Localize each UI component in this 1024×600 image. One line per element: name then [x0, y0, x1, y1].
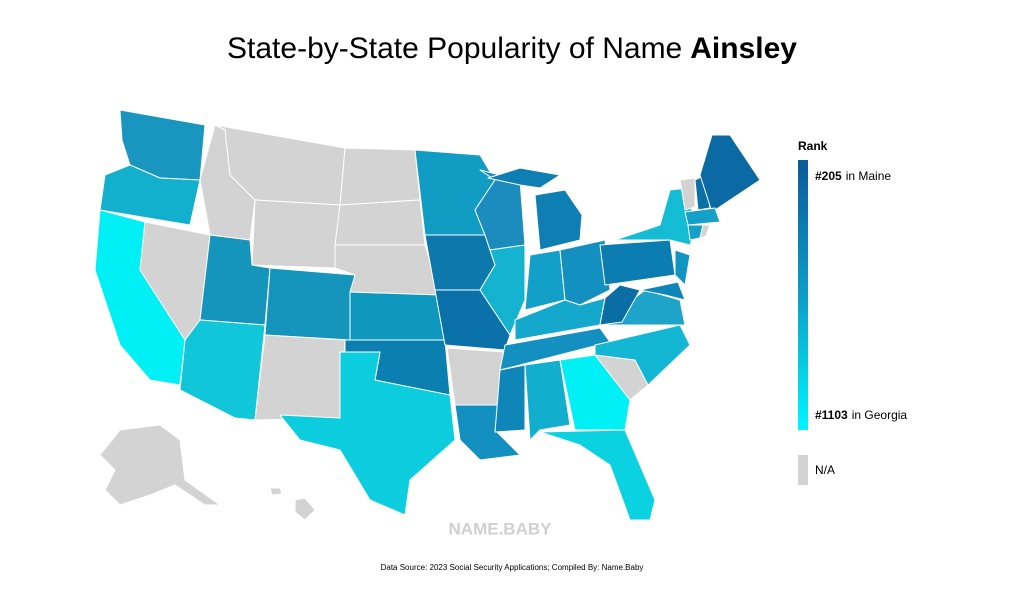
- state: [524, 359, 571, 441]
- state: [599, 284, 641, 326]
- hawaii: [269, 487, 283, 496]
- hawaii: [294, 497, 316, 521]
- legend-na: N/A: [815, 463, 835, 477]
- state: [446, 347, 506, 406]
- state: [639, 281, 686, 301]
- state: [279, 351, 456, 516]
- state: [684, 207, 721, 226]
- state: [339, 147, 421, 206]
- state: [679, 177, 696, 211]
- legend-gradient: [798, 160, 808, 430]
- title-prefix: State-by-State Popularity of Name: [227, 32, 682, 65]
- state: [614, 187, 696, 246]
- state: [539, 429, 656, 521]
- state: [559, 354, 631, 431]
- legend-bottom: #1103 in Georgia: [815, 408, 907, 422]
- state: [474, 169, 526, 251]
- alaska: [99, 424, 221, 506]
- title-name: Ainsley: [690, 32, 797, 65]
- watermark: NAME.BABY: [449, 519, 553, 538]
- state: [179, 319, 266, 421]
- legend-top-rank: #205: [815, 169, 842, 183]
- legend-bottom-place: in Georgia: [852, 408, 908, 422]
- state: [334, 199, 426, 246]
- legend-top-place: in Maine: [846, 169, 892, 183]
- legend: Rank #205 in Maine #1103 in Georgia N/A: [798, 139, 907, 485]
- state: [264, 267, 356, 341]
- state: [434, 289, 511, 351]
- state: [524, 249, 566, 311]
- state: [534, 189, 583, 251]
- state: [559, 239, 611, 306]
- source: Data Source: 2023 Social Security Applic…: [381, 563, 644, 572]
- state: [487, 167, 561, 189]
- legend-na-swatch: [798, 455, 808, 485]
- state: [251, 199, 341, 269]
- map: [94, 109, 761, 521]
- legend-bottom-rank: #1103: [815, 408, 848, 422]
- state: [699, 134, 761, 213]
- state: [479, 244, 526, 336]
- legend-top: #205 in Maine: [815, 169, 891, 183]
- state: [699, 224, 711, 239]
- state: [254, 334, 346, 421]
- title: State-by-State Popularity of Name Ainsley: [227, 32, 797, 65]
- state: [349, 291, 446, 341]
- state: [494, 364, 526, 433]
- legend-title: Rank: [798, 139, 828, 153]
- state: [674, 249, 691, 286]
